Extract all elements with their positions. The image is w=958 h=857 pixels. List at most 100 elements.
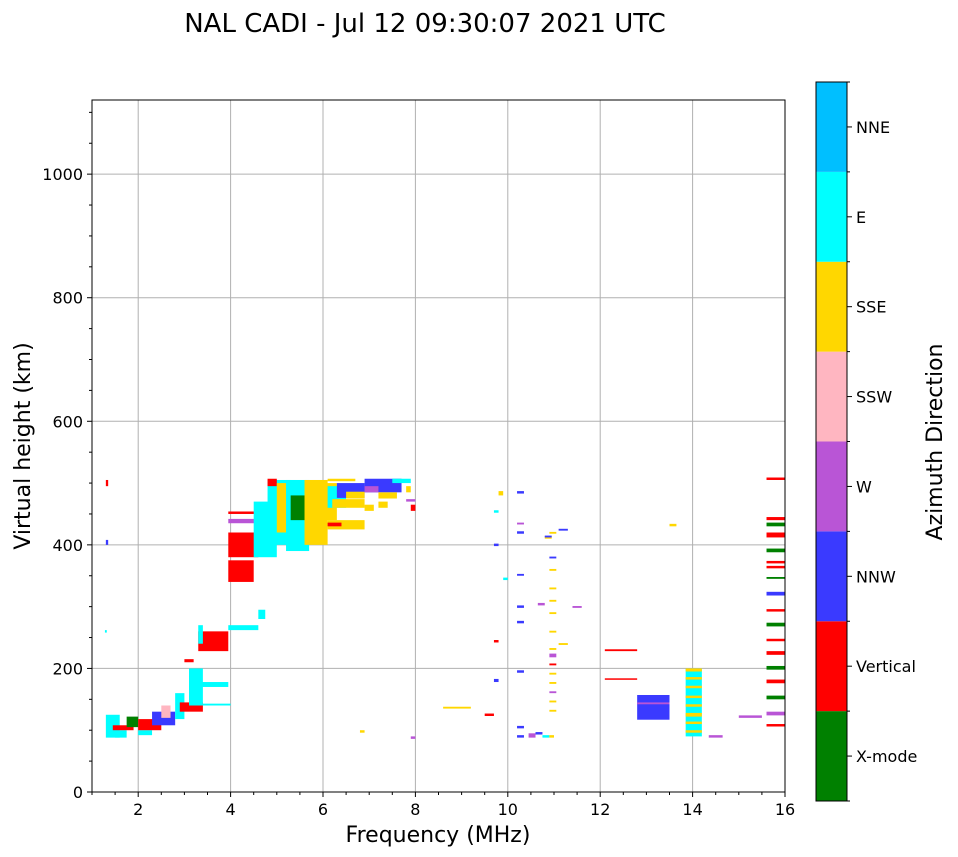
echo-segment-sse-44 — [364, 504, 374, 511]
echo-segment-vertical-35 — [327, 522, 342, 527]
echo-segment-sse-89 — [549, 531, 557, 534]
echo-segment-vertical-114 — [766, 651, 785, 655]
echo-segment-vertical-109 — [766, 724, 785, 727]
colorbar-label-x-mode: X-mode — [856, 747, 917, 766]
echo-segment-nnw-62 — [517, 620, 524, 624]
echo-segment-vertical-47 — [410, 504, 416, 511]
echo-segment-e-13 — [189, 668, 203, 706]
echo-segment-vertical-112 — [766, 679, 785, 684]
echo-segment-sse-84 — [549, 612, 557, 615]
colorbar-label-ssw: SSW — [856, 388, 892, 407]
echo-segment-sse-46 — [406, 486, 411, 493]
echo-segment-nnw-59 — [517, 735, 524, 738]
echo-segment-sse-101 — [685, 712, 702, 717]
colorbar: X-mode Vertical NNW W SSW SSE E NNE — [815, 81, 917, 802]
grid-lines — [92, 100, 785, 792]
echo-segment-vertical-8 — [138, 719, 162, 731]
echo-segment-sse-87 — [549, 568, 557, 571]
echo-segment-vertical-12 — [179, 702, 203, 712]
echo-segment-x-mode-111 — [766, 695, 785, 700]
echo-segment-x-mode-113 — [766, 665, 785, 670]
echo-segment-nnw-73 — [544, 535, 552, 538]
echo-segment-e-4 — [115, 730, 127, 738]
echo-segment-vertical-94 — [604, 678, 638, 680]
echo-segment-e-71 — [542, 735, 550, 738]
echo-segment-w-48 — [406, 499, 416, 502]
echo-segment-vertical-22 — [228, 532, 259, 558]
echo-segment-e-15 — [198, 682, 229, 687]
y-tick-label-800: 800 — [52, 289, 83, 308]
colorbar-swatch-nnw — [816, 531, 847, 622]
echo-segment-nnw-64 — [517, 573, 524, 576]
y-tick-label-600: 600 — [52, 412, 83, 431]
echo-segment-sse-102 — [685, 704, 702, 707]
colorbar-swatch-x-mode — [816, 711, 847, 801]
y-axis-ticks: 0 200 400 600 800 1000 — [42, 111, 92, 802]
echo-segment-nnw-65 — [517, 531, 524, 534]
colorbar-label-nne: NNE — [856, 118, 890, 137]
colorbar-label-vertical: Vertical — [856, 657, 916, 676]
echo-segment-vertical-123 — [766, 532, 785, 538]
colorbar-frame — [815, 81, 848, 802]
echo-segment-w-66 — [517, 522, 524, 525]
echo-segment-sse-42 — [378, 492, 397, 499]
echo-segment-vertical-117 — [766, 609, 785, 612]
echo-segment-sse-57 — [498, 491, 504, 496]
data-marks — [104, 477, 785, 739]
echo-segment-nnw-1 — [105, 539, 109, 545]
echo-segment-sse-82 — [549, 648, 557, 650]
colorbar-label-sse: SSE — [856, 298, 886, 317]
echo-segment-e-18 — [198, 625, 203, 644]
echo-segment-e-56 — [493, 510, 499, 513]
echo-segment-sse-49 — [359, 730, 365, 733]
echo-segment-vertical-126 — [766, 477, 785, 480]
echo-segment-x-mode-6 — [126, 716, 139, 728]
x-tick-label-14: 14 — [682, 800, 702, 819]
echo-segment-nnw-63 — [517, 605, 524, 608]
echo-segment-sse-75 — [549, 709, 557, 712]
echo-segment-x-mode-124 — [766, 522, 785, 527]
colorbar-swatch-e — [816, 171, 847, 262]
colorbar-swatch-vertical — [816, 621, 847, 712]
echo-segment-nnw-67 — [517, 491, 524, 494]
y-tick-label-400: 400 — [52, 536, 83, 555]
echo-segment-w-81 — [549, 653, 557, 658]
echo-segment-sse-38 — [346, 491, 365, 499]
x-axis-ticks: 2 4 6 8 10 12 14 16 — [91, 792, 795, 819]
echo-segment-nnw-61 — [517, 670, 524, 673]
echo-segment-sse-85 — [549, 599, 557, 602]
echo-segment-nnw-118 — [766, 591, 785, 596]
echo-segment-nnw-53 — [493, 678, 499, 683]
echo-segment-e-45 — [392, 478, 411, 484]
x-tick-label-16: 16 — [775, 800, 795, 819]
echo-segment-vertical-16 — [184, 659, 194, 663]
colorbar-label-e: E — [856, 208, 866, 227]
echo-segment-vertical-93 — [604, 649, 638, 652]
echo-segment-vertical-120 — [766, 565, 785, 569]
colorbar-label-nnw: NNW — [856, 567, 896, 586]
x-tick-label-8: 8 — [410, 800, 420, 819]
echo-segment-vertical-24 — [228, 511, 263, 514]
echo-segment-nnw-55 — [493, 543, 499, 547]
x-tick-label-2: 2 — [133, 800, 143, 819]
echo-segment-sse-74 — [549, 735, 554, 738]
echo-segment-sse-39 — [327, 478, 356, 482]
echo-segment-w-96 — [637, 702, 670, 705]
x-tick-label-12: 12 — [590, 800, 610, 819]
echo-segment-vertical-80 — [549, 663, 557, 666]
echo-segment-x-mode-122 — [766, 548, 785, 553]
echo-segment-sse-51 — [443, 706, 471, 709]
echo-segment-e-7 — [138, 730, 153, 736]
echo-segment-w-77 — [549, 691, 557, 694]
echo-segment-e-19 — [228, 625, 259, 631]
echo-segment-sse-90 — [558, 643, 568, 645]
echo-segment-sse-76 — [549, 700, 557, 703]
echo-segment-x-mode-119 — [766, 576, 785, 579]
colorbar-swatch-nne — [816, 82, 847, 172]
echo-segment-vertical-52 — [484, 713, 494, 717]
chart-title: NAL CADI - Jul 12 09:30:07 2021 UTC — [184, 9, 666, 39]
echo-segment-vertical-54 — [493, 640, 499, 643]
echo-segment-sse-106 — [685, 668, 702, 672]
y-tick-label-0: 0 — [73, 783, 83, 802]
